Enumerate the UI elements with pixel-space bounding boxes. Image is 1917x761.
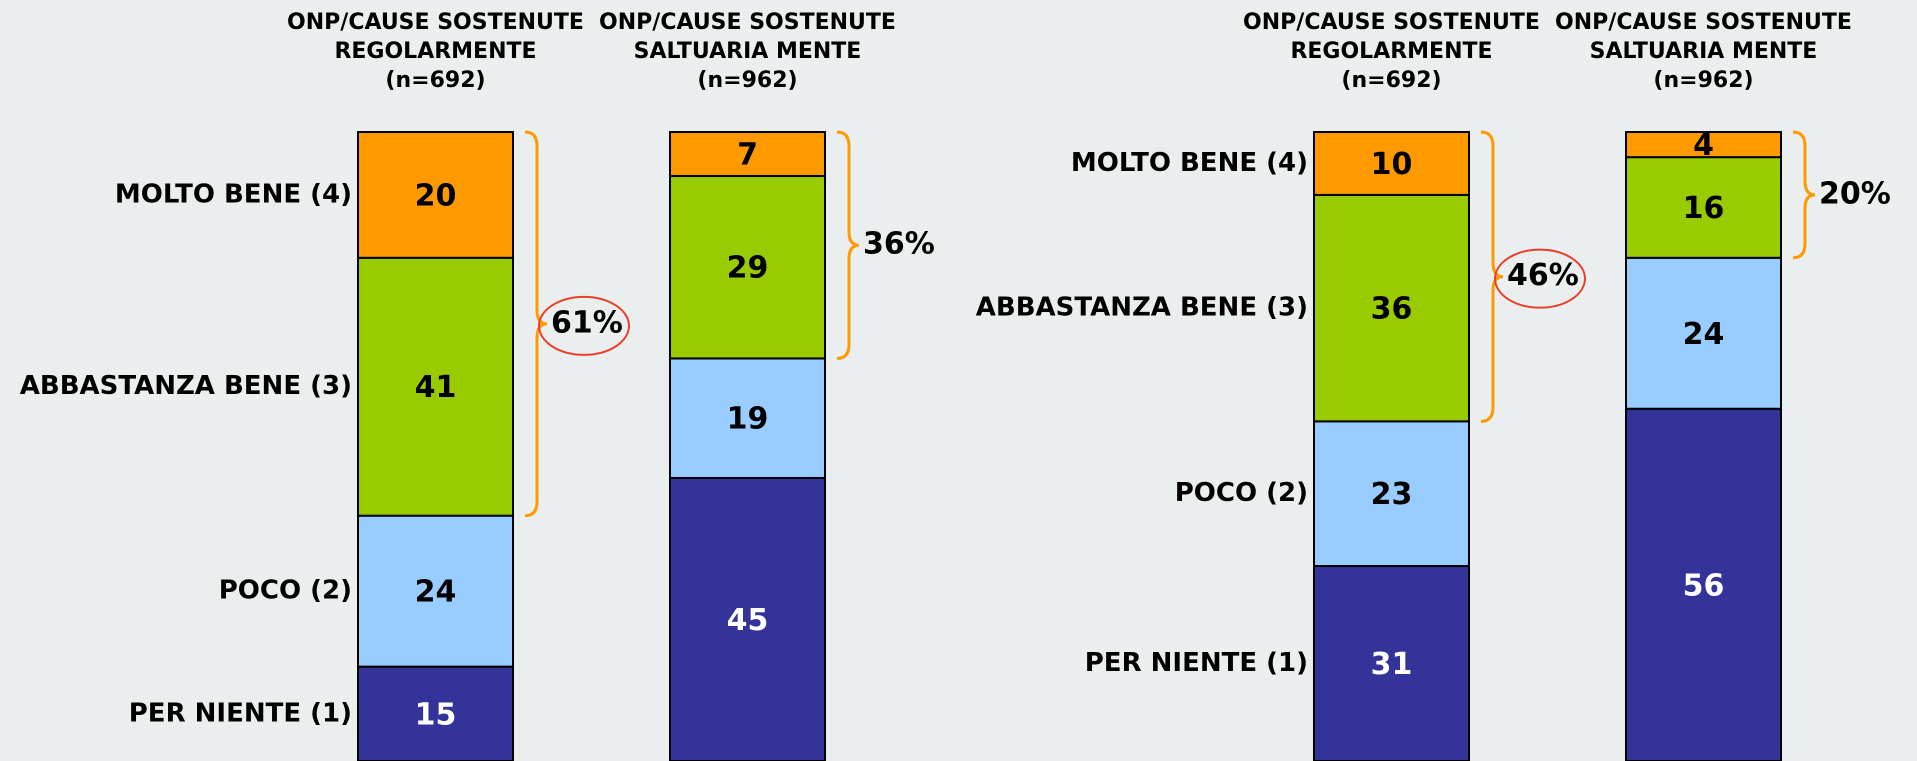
category-label: ONP/CAUSE SOSTENUTE [599,10,896,35]
value-label: 4 [1693,128,1714,163]
category-label: (n=692) [385,68,485,93]
bar-segment [1313,131,1470,196]
value-label: 24 [415,575,457,610]
bar-segment [669,131,826,178]
bracket [836,130,860,360]
bar-segment [1313,420,1470,568]
bar-segment [357,131,514,259]
category-label: (n=962) [697,68,797,93]
bracket-label: 61% [551,305,623,340]
value-label: 56 [1683,568,1725,603]
bracket [1480,130,1504,423]
highlight-circle [538,295,630,356]
value-label: 20 [415,178,457,213]
value-label: 7 [737,138,758,173]
series-label: ABBASTANZA BENE (3) [20,371,352,401]
series-label: PER NIENTE (1) [129,698,352,728]
series-label: ABBASTANZA BENE (3) [976,293,1308,323]
value-label: 31 [1371,647,1413,682]
bar-segment [357,665,514,761]
bar-segment [1625,407,1782,761]
highlight-circle [1494,248,1586,309]
category-label: SALTUARIA MENTE [634,39,862,64]
bar-segment [1625,256,1782,410]
category-label: (n=962) [1653,68,1753,93]
value-label: 45 [727,603,769,638]
value-label: 41 [415,370,457,405]
category-label: SALTUARIA MENTE [1590,39,1818,64]
series-label: MOLTO BENE (4) [115,179,352,209]
value-label: 19 [727,402,769,437]
category-label: ONP/CAUSE SOSTENUTE [1243,10,1540,35]
bracket [1792,130,1816,260]
series-label: POCO (2) [219,576,352,606]
category-label: ONP/CAUSE SOSTENUTE [1555,10,1852,35]
bar-segment [357,514,514,668]
value-label: 15 [415,697,457,732]
value-label: 10 [1371,147,1413,182]
bar-segment [1625,156,1782,259]
bracket-label: 46% [1507,258,1579,293]
value-label: 23 [1371,477,1413,512]
bracket-label: 20% [1819,176,1891,211]
bar-segment [1313,565,1470,761]
category-label: ONP/CAUSE SOSTENUTE [287,10,584,35]
bracket-label: 36% [863,227,935,262]
category-label: REGOLARMENTE [334,39,536,64]
category-label: REGOLARMENTE [1290,39,1492,64]
value-label: 16 [1683,191,1725,226]
bar-segment [357,256,514,517]
bar-segment [1625,131,1782,159]
value-label: 29 [727,251,769,286]
bar-segment [669,476,826,761]
bar-segment [1313,193,1470,423]
series-label: POCO (2) [1175,478,1308,508]
value-label: 36 [1371,292,1413,327]
category-label: (n=692) [1341,68,1441,93]
value-label: 24 [1683,317,1725,352]
bracket [524,130,548,518]
series-label: MOLTO BENE (4) [1071,148,1308,178]
series-label: PER NIENTE (1) [1085,648,1308,678]
